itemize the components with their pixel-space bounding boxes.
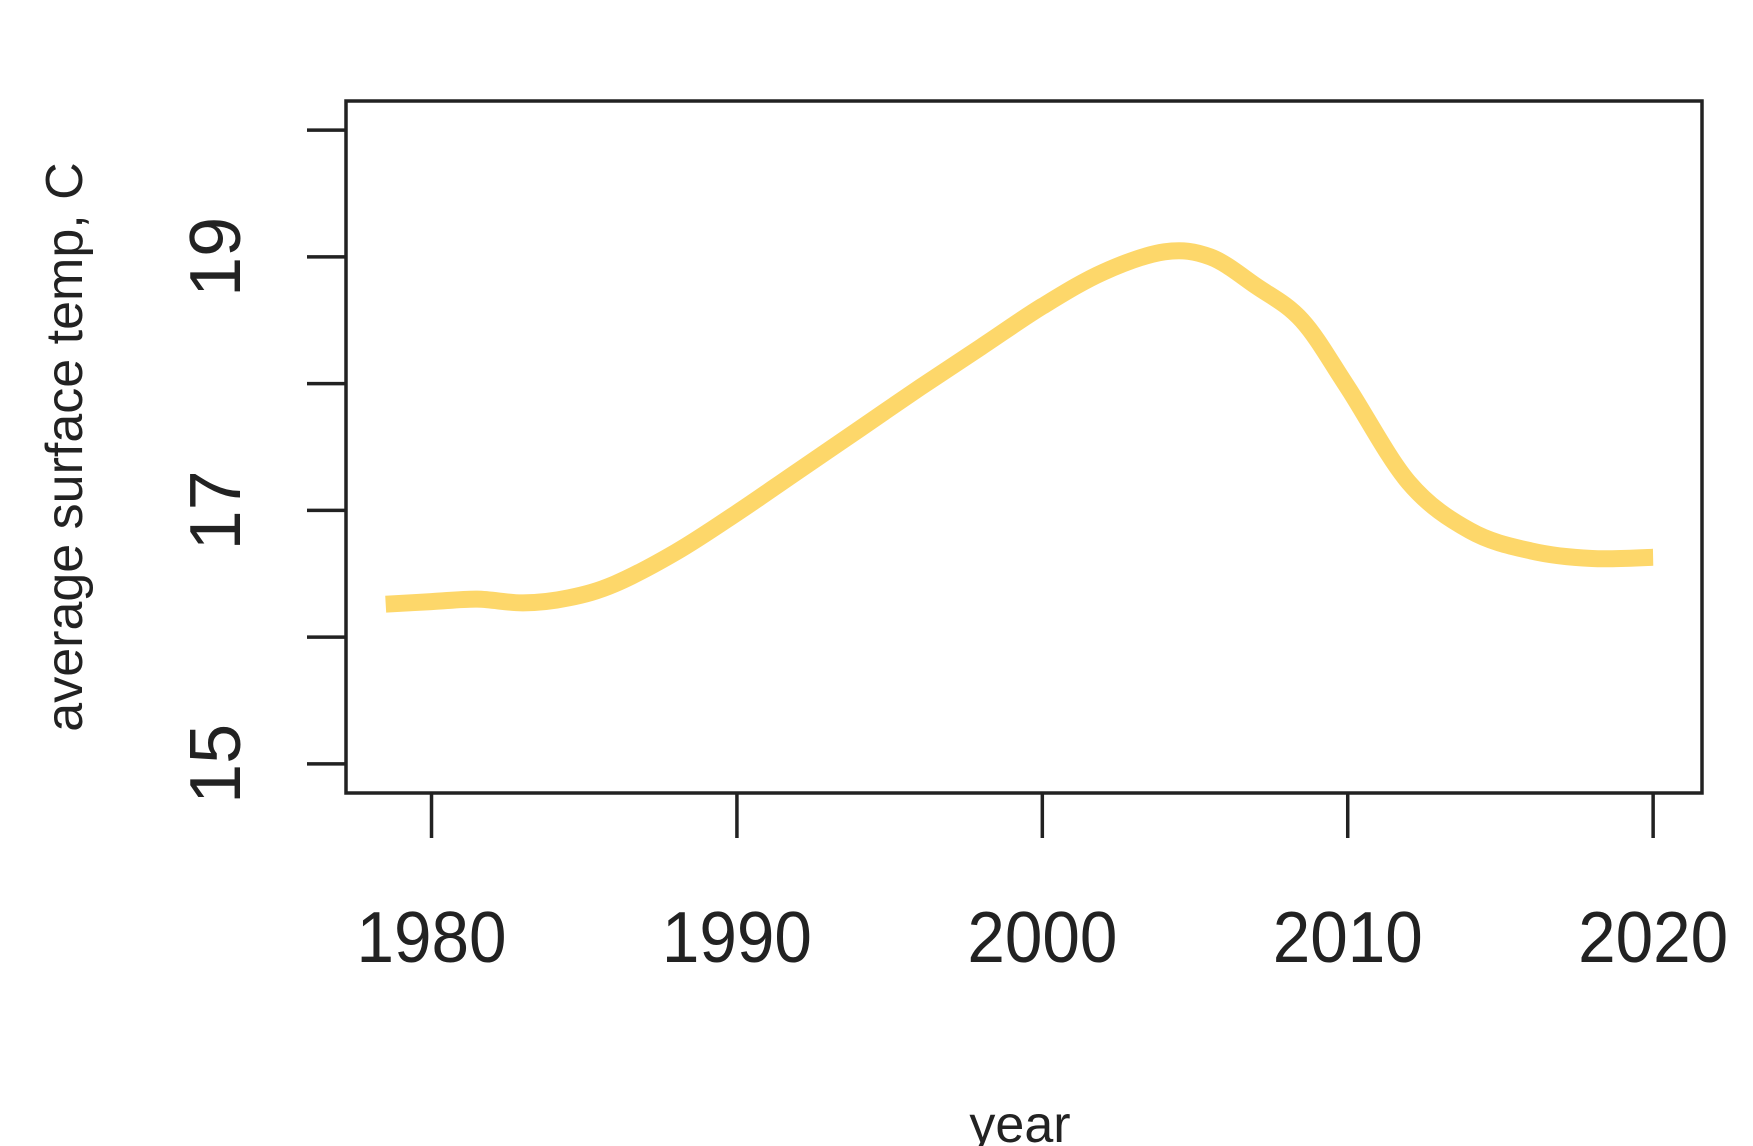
x-axis-label: year	[969, 1096, 1070, 1146]
y-tick-label: 15	[176, 724, 256, 804]
y-axis-label: average surface temp, C	[36, 162, 94, 731]
y-tick-label: 17	[176, 470, 256, 550]
x-tick-label: 2010	[1273, 898, 1423, 978]
x-tick-label: 2000	[967, 898, 1117, 978]
x-axis: 1980 1990 2000 2010 2020	[357, 793, 1728, 978]
series-line	[385, 242, 1654, 613]
series-layer	[385, 242, 1654, 613]
x-tick-label: 1990	[662, 898, 812, 978]
x-tick-label: 2020	[1578, 898, 1728, 978]
x-tick-label: 1980	[357, 898, 507, 978]
plot-frame	[344, 99, 1704, 795]
y-tick-label: 19	[176, 217, 256, 297]
y-axis: 15 17 19	[176, 128, 346, 804]
